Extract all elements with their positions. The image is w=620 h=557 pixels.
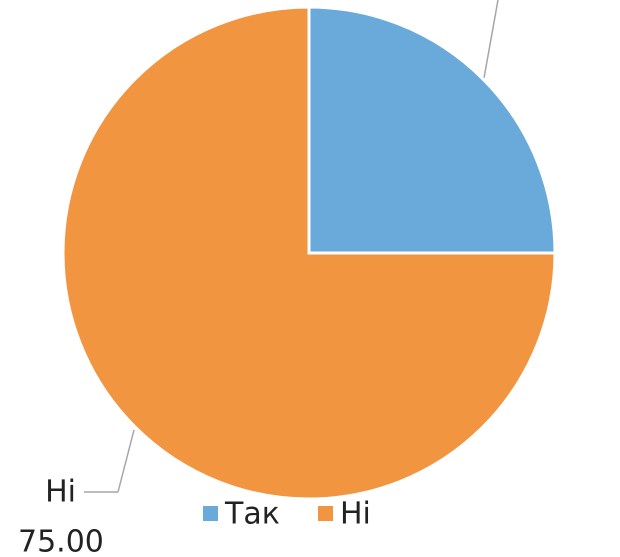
legend-label: Так: [224, 497, 280, 532]
data-label-value: 75.00: [18, 525, 104, 557]
leader-line: [483, 0, 499, 79]
data-label-name: Ні: [45, 475, 76, 510]
legend-swatch: [203, 506, 218, 521]
legend-swatch: [318, 506, 333, 521]
pie-slice: [61, 5, 557, 501]
leader-line: [117, 429, 135, 493]
pie-slice: [307, 5, 557, 255]
legend-label: Ні: [340, 497, 371, 532]
